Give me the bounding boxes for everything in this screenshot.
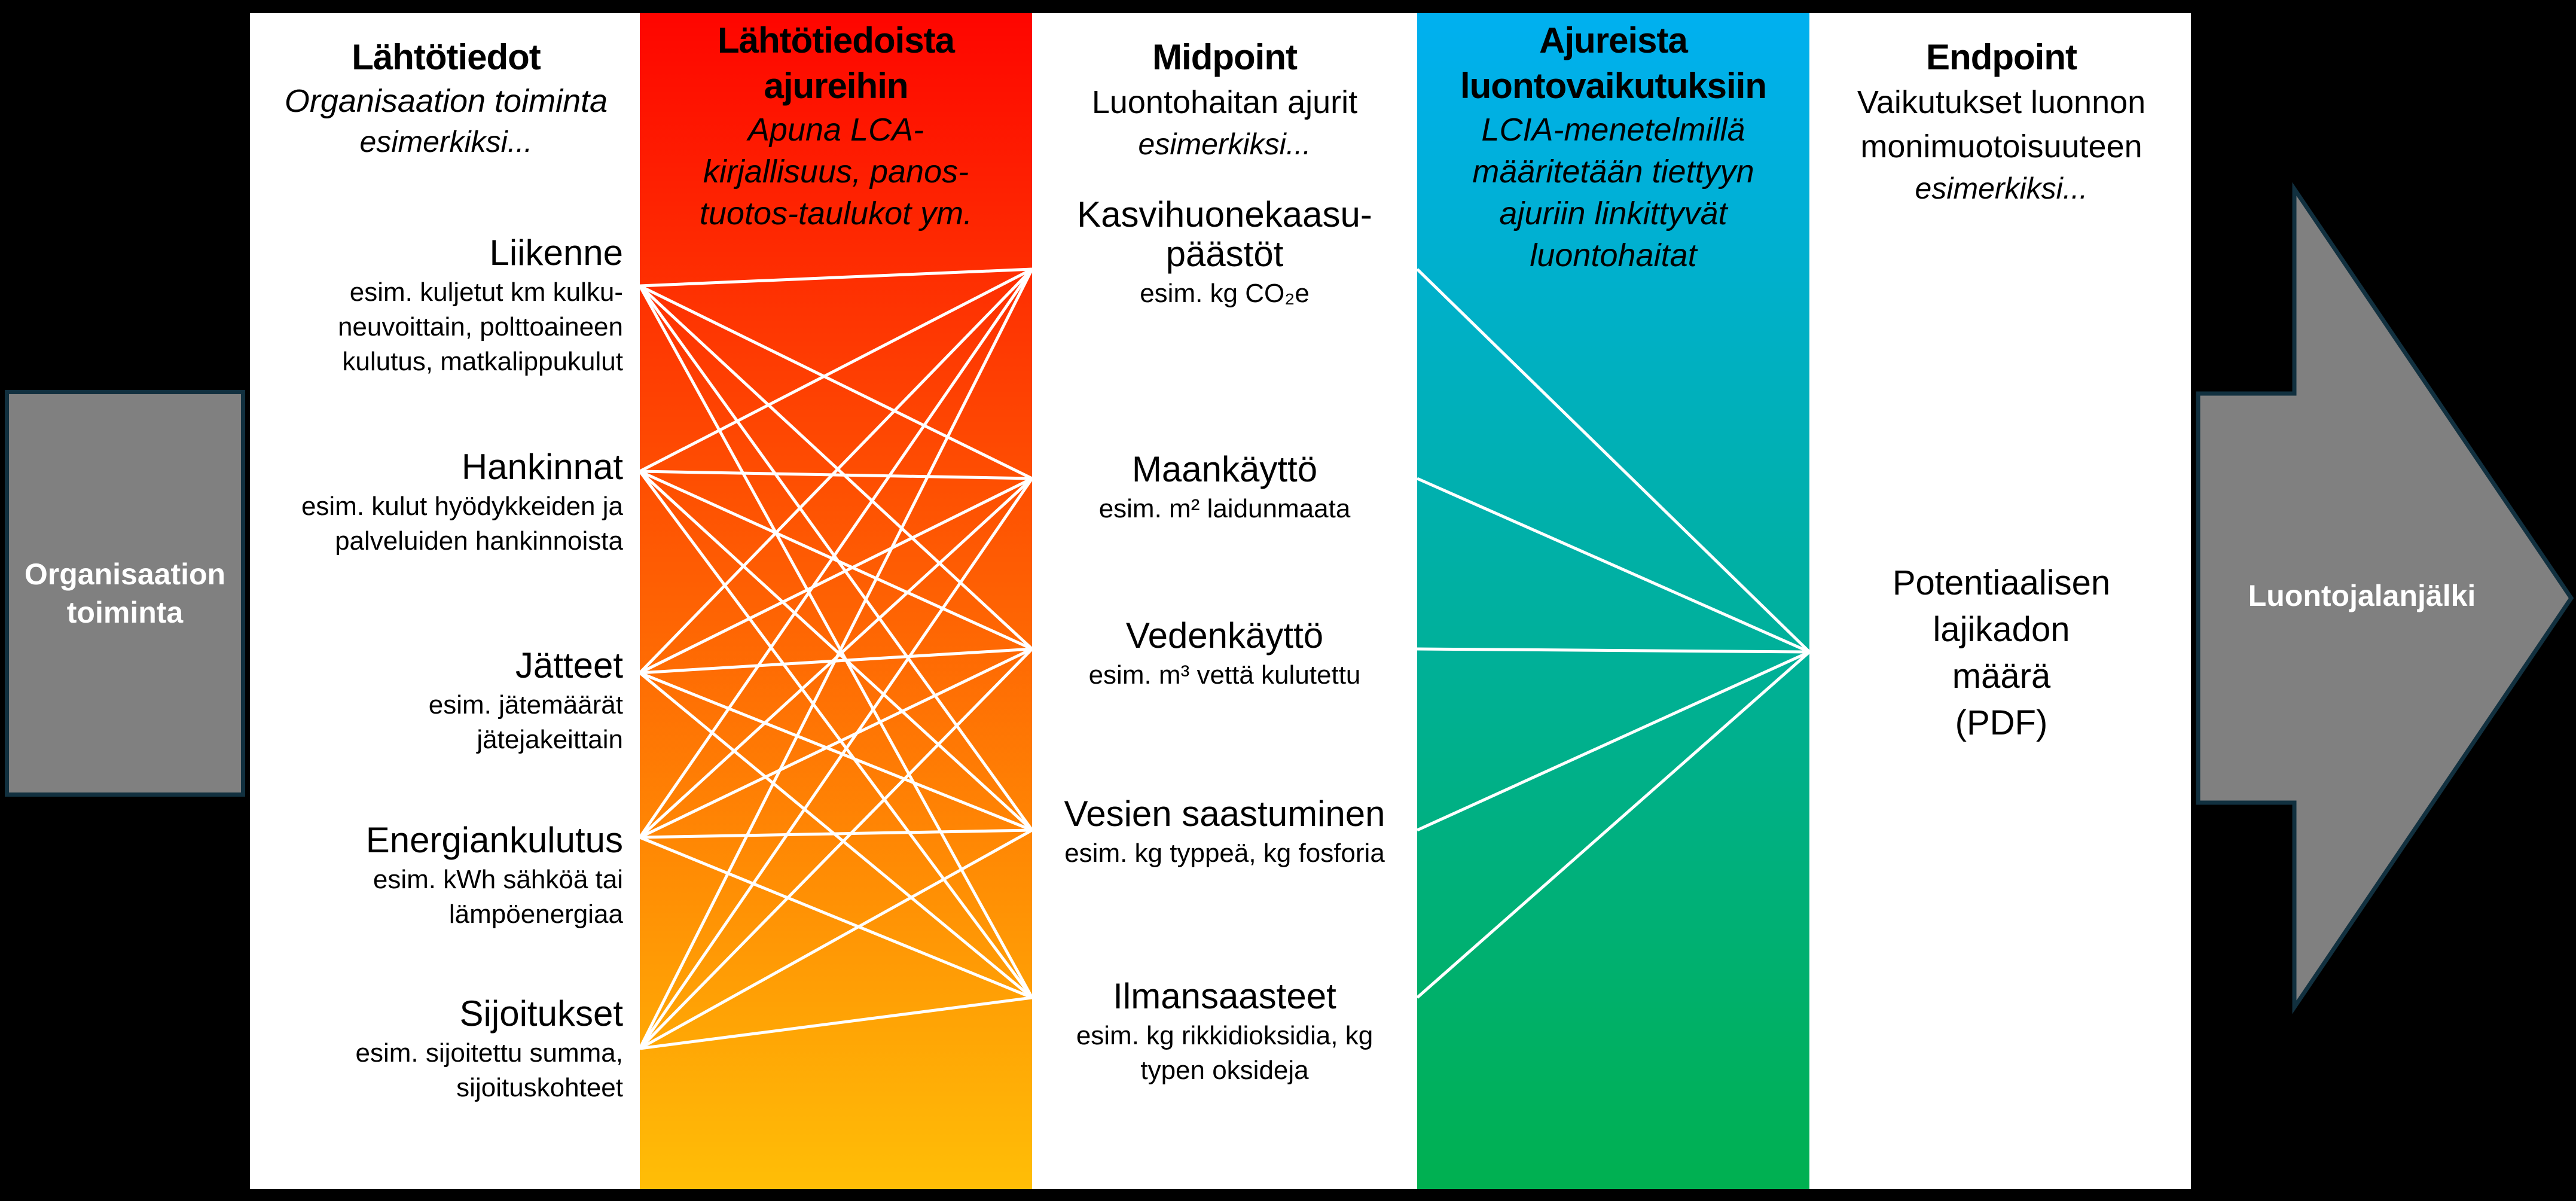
midpoint-item-title: Kasvihuonekaasu- päästöt [1077,194,1372,274]
endpoint-title: Endpoint [1926,37,2077,77]
inputs-to-drivers-header: Lähtötiedoista ajureihin Apuna LCA- kirj… [640,18,1032,234]
inputs-to-drivers-subtitle: Apuna LCA- kirjallisuus, panos- tuotos-t… [699,112,973,231]
midpoint-item-desc: esim. kg typpeä, kg fosforia [1064,839,1385,868]
midpoint-item-desc: esim. m² laidunmaata [1098,494,1351,523]
input-item-desc: esim. kulut hyödykkeiden ja palveluiden … [301,492,623,556]
input-item-desc: esim. kWh sähköä tai lämpöenergiaa [373,865,623,929]
midpoint-item-vedenkaytto: Vedenkäyttö esim. m³ vettä kulutettu [1034,616,1415,693]
endpoint-subtitle2: esimerkiksi... [1915,172,2088,205]
inputs-column-header: Lähtötiedot Organisaation toiminta esime… [255,35,637,161]
midpoint-item-vesien-saastuminen: Vesien saastuminen esim. kg typpeä, kg f… [1034,794,1415,871]
organisation-activity-box: Organisaation toiminta [5,390,245,797]
organisation-activity-label: Organisaation toiminta [24,557,226,629]
input-item-desc: esim. kuljetut km kulku- neuvoittain, po… [337,278,623,376]
input-item-title: Jätteet [515,645,623,685]
input-item-title: Sijoitukset [459,993,623,1034]
input-item-hankinnat: Hankinnat esim. kulut hyödykkeiden ja pa… [257,447,623,559]
endpoint-subtitle: Vaikutukset luonnon monimuotoisuuteen [1857,84,2146,164]
inputs-subtitle2: esimerkiksi... [359,125,533,158]
endpoint-result: Potentiaalisen lajikadon määrä (PDF) [1892,563,2111,742]
nature-footprint-arrow [2196,182,2574,1014]
diagram-panel [245,8,2196,1194]
block-arrow-shape [2196,182,2574,1014]
input-item-title: Liikenne [489,233,623,273]
drivers-to-impacts-subtitle: LCIA-menetelmillä määritetään tiettyyn a… [1472,112,1754,273]
inputs-title: Lähtötiedot [352,37,541,77]
midpoint-title: Midpoint [1152,37,1298,77]
input-item-energiankulutus: Energiankulutus esim. kWh sähköä tai läm… [257,821,623,932]
midpoint-item-ilmansaasteet: Ilmansaasteet esim. kg rikkidioksidia, k… [1034,977,1415,1088]
input-item-desc: esim. sijoitettu summa, sijoituskohteet [355,1038,623,1102]
midpoint-item-desc: esim. kg rikkidioksidia, kg typen okside… [1076,1021,1374,1085]
nature-footprint-label: Luontojalanjälki [2248,579,2476,612]
inputs-subtitle: Organisaation toiminta [284,83,608,119]
drivers-to-impacts-title: Ajureista luontovaikutuksiin [1460,20,1767,106]
drivers-to-impacts-header: Ajureista luontovaikutuksiin LCIA-menete… [1417,18,1809,276]
endpoint-column-header: Endpoint Vaikutukset luonnon monimuotois… [1812,35,2191,208]
midpoint-subtitle2: esimerkiksi... [1138,127,1311,161]
input-item-desc: esim. jätemäärät jätejakeittain [428,690,623,754]
midpoint-item-title: Vesien saastuminen [1064,794,1385,834]
midpoint-item-maankaytto: Maankäyttö esim. m² laidunmaata [1034,450,1415,526]
midpoint-item-kasvihuonekaasupaastot: Kasvihuonekaasu- päästöt esim. kg CO₂e [1034,195,1415,311]
midpoint-item-title: Vedenkäyttö [1125,615,1324,656]
input-item-sijoitukset: Sijoitukset esim. sijoitettu summa, sijo… [257,994,623,1105]
input-item-liikenne: Liikenne esim. kuljetut km kulku- neuvoi… [257,233,623,379]
midpoint-item-desc: esim. m³ vettä kulutettu [1088,660,1361,690]
input-item-title: Hankinnat [461,447,623,487]
midpoint-item-desc: esim. kg CO₂e [1140,279,1310,308]
midpoint-item-title: Maankäyttö [1131,449,1318,489]
midpoint-item-title: Ilmansaasteet [1113,976,1336,1016]
midpoint-column-header: Midpoint Luontohaitan ajurit esimerkiksi… [1034,35,1415,164]
inputs-to-drivers-title: Lähtötiedoista ajureihin [717,20,955,106]
midpoint-subtitle: Luontohaitan ajurit [1091,84,1358,120]
input-item-title: Energiankulutus [365,820,623,860]
input-item-jatteet: Jätteet esim. jätemäärät jätejakeittain [257,646,623,757]
